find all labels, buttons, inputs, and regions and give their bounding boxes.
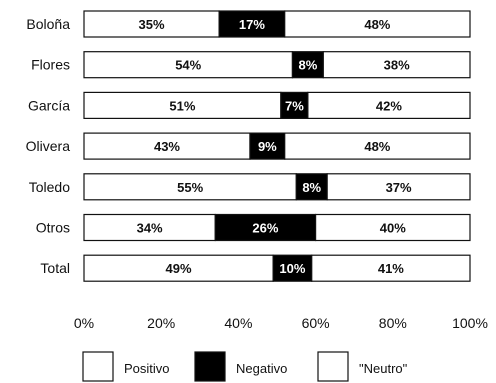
data-label-garc-a-neutro: 42% — [376, 98, 402, 113]
data-label-toledo-negativo: 8% — [302, 180, 321, 195]
bar-flores-negativo — [291, 51, 324, 79]
data-label-bolo-a-neutro: 48% — [364, 17, 390, 32]
legend-label-negativo: Negativo — [236, 361, 287, 376]
x-tick-label: 0% — [74, 315, 94, 331]
bar-olivera-positivo — [83, 132, 251, 160]
legend-swatch-neutro — [317, 351, 349, 382]
bar-bolo-a-negativo — [218, 10, 286, 38]
legend-label-positivo: Positivo — [124, 361, 170, 376]
legend: Positivo Negativo "Neutro" — [82, 351, 408, 382]
data-label-flores-positivo: 54% — [175, 58, 201, 73]
x-tick-label: 60% — [302, 315, 330, 331]
data-label-flores-neutro: 38% — [384, 58, 410, 73]
x-tick-label: 40% — [224, 315, 252, 331]
bar-toledo-negativo — [295, 173, 328, 201]
x-tick-label: 20% — [147, 315, 175, 331]
data-label-toledo-positivo: 55% — [177, 180, 203, 195]
bar-total-positivo — [83, 254, 274, 282]
data-label-otros-positivo: 34% — [137, 221, 163, 236]
legend-label-neutro: "Neutro" — [359, 361, 408, 376]
bars-group: Boloña 35% 17% 48% Flores 54% 8% 38% García 51% 7%… — [26, 10, 471, 282]
category-label-garc-a: García — [28, 97, 70, 113]
bar-total-negativo — [272, 254, 313, 282]
data-label-total-positivo: 49% — [166, 261, 192, 276]
data-label-toledo-neutro: 37% — [386, 180, 412, 195]
bar-olivera-neutro — [284, 132, 471, 160]
bar-bolo-a-positivo — [83, 10, 220, 38]
bar-otros-neutro — [315, 213, 471, 242]
bar-otros-positivo — [83, 213, 216, 242]
data-label-otros-negativo: 26% — [252, 221, 278, 236]
category-label-olivera: Olivera — [26, 138, 71, 154]
data-label-total-neutro: 41% — [378, 261, 404, 276]
category-label-total: Total — [40, 260, 70, 276]
data-label-bolo-a-negativo: 17% — [239, 17, 265, 32]
data-label-olivera-positivo: 43% — [154, 139, 180, 154]
bar-toledo-positivo — [83, 173, 297, 201]
category-label-flores: Flores — [31, 57, 70, 73]
bar-toledo-neutro — [326, 173, 471, 201]
data-label-garc-a-negativo: 7% — [285, 98, 304, 113]
x-tick-label: 80% — [379, 315, 407, 331]
data-label-flores-negativo: 8% — [298, 58, 317, 73]
bar-flores-neutro — [322, 51, 471, 79]
bar-garc-a-negativo — [280, 91, 309, 120]
legend-swatch-positivo — [82, 351, 114, 382]
bar-total-neutro — [311, 254, 471, 282]
data-label-garc-a-positivo: 51% — [169, 98, 195, 113]
data-label-olivera-neutro: 48% — [364, 139, 390, 154]
data-label-total-negativo: 10% — [279, 261, 305, 276]
x-tick-label: 100% — [452, 315, 488, 331]
legend-swatch-negativo — [194, 351, 226, 382]
data-label-olivera-negativo: 9% — [258, 139, 277, 154]
x-axis-ticks: 0% 20% 40% 60% 80% 100% — [74, 315, 488, 331]
bar-bolo-a-neutro — [284, 10, 471, 38]
data-label-otros-neutro: 40% — [380, 221, 406, 236]
category-label-otros: Otros — [36, 220, 70, 236]
bar-garc-a-positivo — [83, 91, 282, 120]
category-label-toledo: Toledo — [29, 179, 70, 195]
category-label-bolo-a: Boloña — [26, 16, 70, 32]
data-label-bolo-a-positivo: 35% — [139, 17, 165, 32]
bar-garc-a-neutro — [307, 91, 471, 120]
bar-otros-negativo — [214, 213, 317, 242]
